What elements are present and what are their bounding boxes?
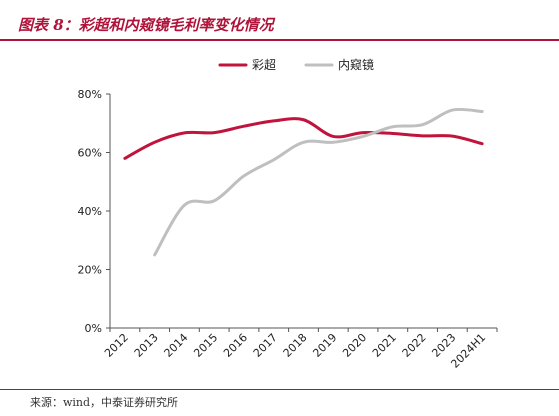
x-tick-label: 2020 <box>340 331 369 360</box>
y-tick-label: 20% <box>78 264 102 277</box>
series-line-ultrasound <box>123 117 484 160</box>
x-tick-label: 2013 <box>132 331 161 360</box>
x-tick-label: 2019 <box>310 331 339 360</box>
x-tick-label: 2017 <box>251 331 280 360</box>
x-tick-label: 2012 <box>102 331 131 360</box>
y-tick-label: 60% <box>78 147 102 160</box>
figure-title: 图表 8：彩超和内窥镜毛利率变化情况 <box>18 16 274 34</box>
x-tick-label: 2022 <box>400 331 429 360</box>
x-tick-label: 2021 <box>370 331 399 360</box>
source-note: 来源：wind，中泰证券研究所 <box>30 396 179 409</box>
legend-label-ultrasound: 彩超 <box>252 57 276 72</box>
title-divider <box>0 39 559 41</box>
legend-label-endoscope: 内窥镜 <box>338 57 374 72</box>
y-tick-label: 80% <box>78 88 102 101</box>
chart-series <box>123 107 484 257</box>
x-tick-label: 2018 <box>281 331 310 360</box>
x-tick-label: 2016 <box>221 331 250 360</box>
x-tick-label: 2014 <box>162 331 191 360</box>
source-divider <box>0 389 559 390</box>
y-tick-label: 40% <box>78 205 102 218</box>
chart-axes: 0%20%40%60%80%2012 2013 2014 2015 2016 2017 20… <box>78 88 498 371</box>
x-tick-label: 2015 <box>191 331 220 360</box>
chart-legend: 彩超 内窥镜 <box>218 57 374 72</box>
y-tick-label: 0% <box>85 322 102 335</box>
series-line-endoscope <box>153 107 484 257</box>
